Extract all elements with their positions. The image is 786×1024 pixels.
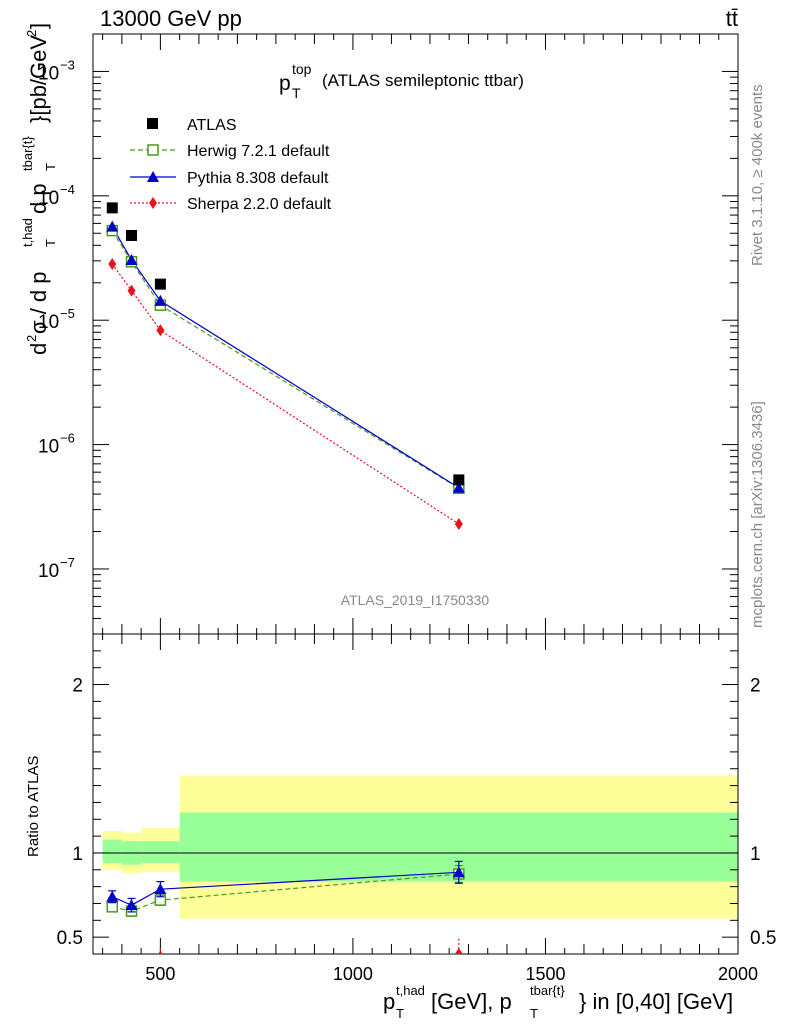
ratio-line-herwig — [112, 873, 459, 912]
axis-ticks — [93, 33, 739, 954]
legend-label-pythia: Pythia 8.308 default — [187, 170, 329, 187]
xlabel-sup-thad: t,had — [396, 983, 425, 998]
header-energy-label: 13000 GeV pp — [100, 6, 242, 31]
xlabel-mid: [GeV], p — [431, 989, 512, 1014]
main-line-pythia — [111, 226, 460, 489]
legend-marker-pythia — [147, 171, 159, 182]
ylabel-d: d — [26, 343, 51, 355]
ratio-point-pythia-1 — [125, 899, 138, 911]
ratio-y-tick-label-right-0: 0.5 — [750, 928, 776, 949]
ratio-line-pythia — [112, 871, 459, 906]
green-band-0 — [102, 839, 122, 864]
ylabel-sub-T: T — [43, 239, 58, 247]
plot-title-symbol: p — [279, 72, 291, 95]
ratio-y-tick-label-right-2: 2 — [750, 676, 761, 697]
main-point-pythia-0 — [106, 220, 119, 232]
ratio-point-pythia-2 — [154, 883, 167, 895]
ylabel-sub-T2: T — [43, 163, 58, 171]
ylabel-unit-sup: 2 — [24, 30, 39, 37]
main-line-herwig — [111, 230, 460, 489]
xlabel-sup-tbar: tbar{t} — [530, 983, 565, 998]
legend-marker-atlas — [147, 118, 158, 129]
main-point-atlas-3 — [453, 474, 465, 486]
y-tick-label-exp-2: −5 — [60, 306, 75, 321]
x-tick-label-0: 500 — [145, 964, 175, 984]
main-point-atlas-2 — [154, 278, 166, 290]
main-point-sherpa-3 — [454, 517, 463, 530]
ylabel-unit: }[pb/GeV — [26, 35, 51, 123]
y-tick-label-exp-0: −3 — [60, 57, 75, 72]
y-tick-label-exp-4: −7 — [60, 555, 75, 570]
ylabel-sigma: σ / d p — [26, 272, 51, 335]
x-tick-label-1: 1000 — [333, 964, 373, 984]
ratio-point-sherpa-3 — [454, 948, 463, 954]
main-point-atlas-0 — [106, 202, 118, 214]
plot-title-sub: T — [292, 85, 301, 101]
main-point-pythia-1 — [125, 253, 138, 265]
plot-title: (ATLAS semileptonic ttbar) — [322, 71, 524, 90]
xlabel-end: } in [0,40] [GeV] — [579, 989, 733, 1014]
ratio-y-axis-label: Ratio to ATLAS — [25, 756, 42, 857]
ratio-point-pythia-0 — [106, 890, 119, 902]
x-tick-label-3: 2000 — [718, 964, 758, 984]
ylabel-sup-tbar: tbar{t} — [20, 136, 35, 171]
legend-marker-sherpa — [149, 197, 157, 209]
x-tick-label-2: 1500 — [525, 964, 565, 984]
ratio-point-pythia-3 — [452, 866, 465, 878]
xlabel-sub-T2: T — [530, 1006, 538, 1021]
legend: ATLAS Herwig 7.2.1 default Pythia 8.308 … — [130, 117, 332, 213]
rivet-label: Rivet 3.1.10, ≥ 400k events — [749, 84, 766, 266]
x-axis-label: p T t,had [GeV], p T tbar{t} } in [0,40]… — [383, 983, 733, 1021]
ratio-y-tick-label-left-2: 2 — [72, 676, 83, 697]
y-tick-label-exp-3: −6 — [60, 431, 75, 446]
main-line-sherpa — [111, 263, 460, 525]
ratio-y-tick-label-left-0: 0.5 — [57, 928, 83, 949]
main-point-atlas-1 — [126, 229, 138, 241]
y-tick-label-base-1: 10 — [38, 188, 59, 209]
main-plot-series — [106, 202, 465, 530]
ratio-point-herwig-0 — [106, 901, 119, 913]
ylabel-dp: d p — [26, 183, 51, 214]
xlabel-sub-T: T — [396, 1006, 404, 1021]
ratio-plot-frame — [92, 633, 739, 955]
legend-label-atlas: ATLAS — [187, 117, 237, 134]
main-point-sherpa-1 — [127, 284, 136, 297]
mcplots-label: mcplots.cern.ch [arXiv:1306.3436] — [749, 401, 766, 628]
ratio-point-sherpa-2 — [158, 950, 163, 954]
main-point-sherpa-0 — [108, 258, 117, 271]
legend-label-herwig: Herwig 7.2.1 default — [187, 143, 330, 160]
header-process-label: tt̄ — [726, 6, 738, 31]
main-point-pythia-3 — [452, 481, 465, 493]
y-tick-label-base-0: 10 — [38, 63, 59, 84]
main-point-sherpa-2 — [156, 324, 165, 337]
ratio-plot-series — [106, 860, 465, 954]
green-band-2 — [141, 841, 180, 864]
ratio-y-tick-label-right-1: 1 — [750, 844, 761, 865]
y-tick-label-base-4: 10 — [38, 561, 59, 582]
xlabel-p: p — [383, 989, 395, 1014]
ylabel-sup2: 2 — [24, 335, 39, 342]
plot-title-sup: top — [292, 61, 312, 77]
analysis-id: ATLAS_2019_I1750330 — [341, 592, 490, 608]
y-axis-label: d 2 σ / d p T t,had d p T tbar{t} }[pb/G… — [20, 23, 58, 355]
ratio-uncertainty-bands — [93, 775, 738, 919]
y-tick-label-base-3: 10 — [38, 437, 59, 458]
ylabel-close: ] — [26, 23, 51, 29]
y-tick-label-base-2: 10 — [38, 312, 59, 333]
legend-marker-herwig — [147, 144, 159, 156]
y-tick-label-exp-1: −4 — [60, 182, 75, 197]
ylabel-sup-thad: t,had — [20, 218, 35, 247]
main-point-pythia-2 — [154, 294, 167, 306]
ratio-y-tick-label-left-1: 1 — [72, 844, 83, 865]
legend-label-sherpa: Sherpa 2.2.0 default — [187, 196, 332, 213]
